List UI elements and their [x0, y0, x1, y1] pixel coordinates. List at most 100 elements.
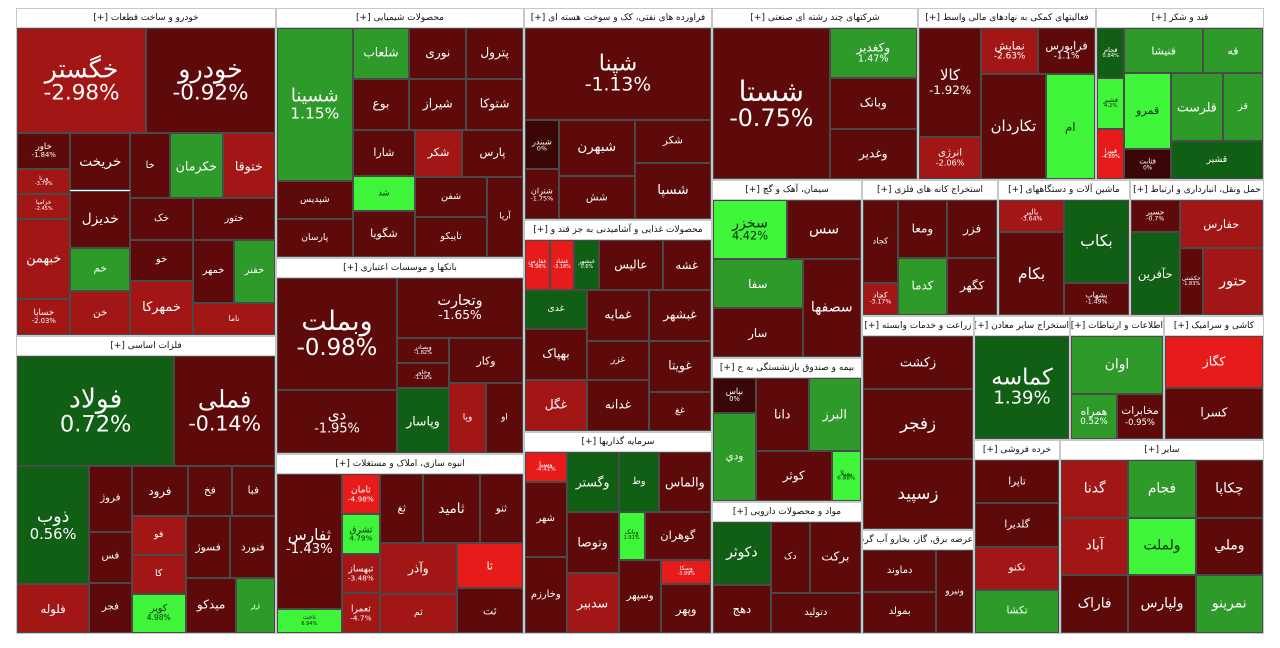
stock-tile[interactable]: آریا: [487, 176, 523, 257]
stock-tile[interactable]: ثامان -4.98%: [341, 474, 381, 514]
stock-tile[interactable]: قجام 0.84%: [1097, 28, 1125, 79]
stock-tile[interactable]: شکر: [415, 129, 462, 177]
stock-tile[interactable]: وسپهر: [618, 559, 662, 633]
stock-tile[interactable]: شپدیس: [277, 180, 353, 219]
sector-header[interactable]: سایر [+]: [1061, 441, 1263, 460]
stock-tile[interactable]: غبشهر: [649, 289, 711, 341]
stock-tile[interactable]: والماس: [658, 452, 711, 513]
stock-tile[interactable]: نوری: [409, 28, 467, 79]
stock-tile[interactable]: ولملت: [1128, 517, 1196, 576]
stock-tile[interactable]: ناما: [193, 303, 275, 335]
stock-tile[interactable]: تاپرا: [975, 460, 1059, 504]
stock-tile[interactable]: فولاد 0.72%: [17, 356, 175, 467]
stock-tile[interactable]: دکوثر: [713, 522, 771, 585]
sector-header[interactable]: شرکتهای چند رشته ای صنعتی [+]: [713, 9, 917, 28]
stock-tile[interactable]: ودي: [713, 412, 757, 501]
stock-tile[interactable]: شبهرن: [558, 119, 635, 177]
stock-tile[interactable]: زکشت: [863, 336, 973, 390]
stock-tile[interactable]: بوع: [352, 78, 410, 130]
stock-tile[interactable]: ثغ: [380, 474, 424, 544]
stock-tile[interactable]: سفا: [713, 259, 803, 309]
stock-tile[interactable]: ولپارس: [1128, 575, 1196, 633]
stock-tile[interactable]: فملی -0.14%: [174, 356, 275, 467]
stock-tile[interactable]: دی -1.95%: [277, 390, 397, 453]
stock-tile[interactable]: قز: [1223, 73, 1263, 141]
stock-tile[interactable]: خک: [130, 198, 193, 240]
stock-tile[interactable]: عالیس: [599, 240, 663, 290]
stock-tile[interactable]: بکام: [999, 232, 1064, 315]
stock-tile[interactable]: ثبهساز -3.48%: [341, 553, 381, 594]
stock-tile[interactable]: خم: [70, 247, 131, 292]
stock-tile[interactable]: کا: [131, 554, 186, 594]
sector-header[interactable]: زراعت و خدمات وابسته [+]: [863, 317, 973, 336]
stock-tile[interactable]: غشاد -3.18%: [549, 240, 575, 290]
stock-tile[interactable]: بکاب: [1064, 200, 1129, 283]
stock-tile[interactable]: قه: [1202, 28, 1263, 74]
sector-header[interactable]: استخراج کانه های فلزی [+]: [863, 181, 997, 200]
stock-tile[interactable]: شلعاب: [352, 28, 410, 79]
stock-tile[interactable]: زسپید: [863, 459, 973, 529]
sector-header[interactable]: سیمان، آهک و گچ [+]: [713, 181, 861, 200]
stock-tile[interactable]: ثت: [456, 588, 523, 633]
stock-tile[interactable]: شسینا 1.15%: [277, 28, 353, 181]
stock-tile[interactable]: گلدیرا: [975, 503, 1059, 547]
stock-tile[interactable]: غشه: [662, 240, 711, 290]
stock-tile[interactable]: خو: [130, 239, 193, 281]
stock-tile[interactable]: شبندر 0%: [525, 119, 559, 170]
stock-tile[interactable]: وپهر: [661, 584, 711, 633]
sector-header[interactable]: استخراج سایر معادن [+]: [975, 317, 1069, 336]
sector-header[interactable]: خرده فروشی [+]: [975, 441, 1059, 460]
stock-tile[interactable]: فسوژ: [185, 515, 231, 578]
stock-tile[interactable]: کگهر: [947, 257, 997, 315]
stock-tile[interactable]: کچاد -3.17%: [863, 282, 898, 315]
stock-tile[interactable]: شکر: [634, 119, 711, 163]
stock-tile[interactable]: قنیشا: [1124, 28, 1203, 74]
stock-tile[interactable]: ثفارس -1.43%: [277, 474, 342, 610]
stock-tile[interactable]: او: [486, 383, 523, 453]
stock-tile[interactable]: فروژ: [89, 466, 132, 533]
stock-tile[interactable]: غغ: [649, 391, 711, 431]
stock-tile[interactable]: تکاردان: [981, 74, 1046, 179]
stock-tile[interactable]: شفن: [415, 176, 488, 217]
stock-tile[interactable]: وملي: [1195, 517, 1263, 576]
stock-tile[interactable]: ثعمرا -4.7%: [341, 593, 381, 633]
stock-tile[interactable]: سخزر 4.42%: [713, 200, 787, 260]
stock-tile[interactable]: قلرست: [1170, 73, 1223, 141]
stock-tile[interactable]: شستا -0.75%: [713, 28, 830, 179]
stock-tile[interactable]: قشیر: [1170, 140, 1263, 179]
stock-tile[interactable]: زفجر: [863, 389, 973, 460]
stock-tile[interactable]: غزر: [587, 340, 649, 380]
stock-tile[interactable]: کسرا: [1165, 387, 1263, 439]
sector-header[interactable]: قند و شکر [+]: [1097, 9, 1263, 28]
stock-tile[interactable]: فنورد: [230, 515, 275, 578]
stock-tile[interactable]: خن: [70, 291, 131, 335]
stock-tile[interactable]: سس: [787, 200, 861, 260]
sector-header[interactable]: انبوه سازی، املاک و مستغلات [+]: [277, 455, 523, 474]
stock-tile[interactable]: وسکا -3.99%: [661, 559, 711, 585]
stock-tile[interactable]: فبا: [231, 466, 275, 516]
stock-tile[interactable]: وکغدیر 1.47%: [829, 28, 917, 79]
stock-tile[interactable]: همراه 0.52%: [1071, 393, 1117, 439]
stock-tile[interactable]: فجر: [89, 582, 132, 633]
stock-tile[interactable]: شهر: [525, 481, 567, 558]
stock-tile[interactable]: بمیلا 6.88%: [831, 450, 861, 501]
sector-header[interactable]: کاشی و سرامیک [+]: [1165, 317, 1263, 336]
stock-tile[interactable]: وخارزم: [525, 557, 567, 633]
stock-tile[interactable]: وپا: [449, 383, 486, 453]
sector-header[interactable]: مواد و محصولات دارویی [+]: [713, 503, 861, 522]
stock-tile[interactable]: اوان: [1071, 336, 1163, 394]
stock-tile[interactable]: ثنو: [479, 474, 523, 544]
stock-tile[interactable]: کگاز: [1165, 336, 1263, 388]
stock-tile[interactable]: برکت: [809, 522, 861, 593]
stock-tile[interactable]: ام: [1045, 74, 1095, 179]
sector-header[interactable]: محصولات شیمیایی [+]: [277, 9, 523, 28]
stock-tile[interactable]: شش: [558, 176, 635, 219]
stock-tile[interactable]: وکار: [449, 338, 523, 384]
stock-tile[interactable]: غدانه: [587, 379, 649, 431]
stock-tile[interactable]: فلوله: [17, 584, 90, 633]
stock-tile[interactable]: دماوند: [863, 550, 937, 592]
stock-tile[interactable]: حسیر -0.7%: [1131, 200, 1180, 233]
stock-tile[interactable]: پارس: [461, 129, 523, 177]
sector-header[interactable]: اطلاعات و ارتباطات [+]: [1071, 317, 1163, 336]
stock-tile[interactable]: گدنا: [1061, 460, 1129, 518]
